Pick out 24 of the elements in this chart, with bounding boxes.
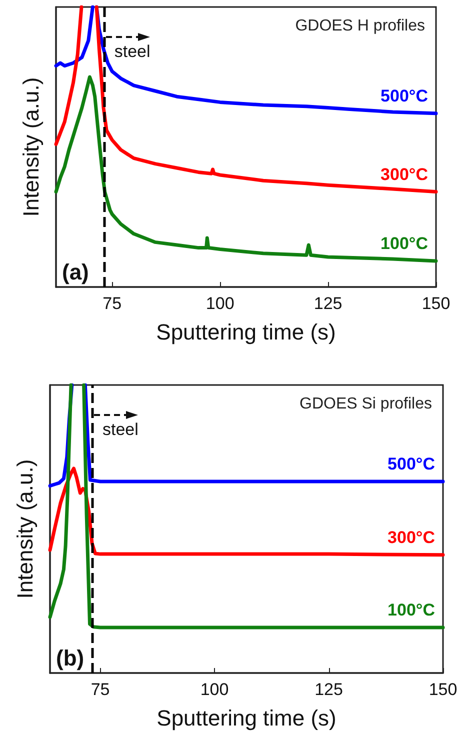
annotation: (b) bbox=[56, 646, 84, 670]
y-axis-title: Intensity (a.u.) bbox=[12, 459, 38, 599]
x-tick-label: 125 bbox=[314, 680, 343, 699]
y-axis-title: Intensity (a.u.) bbox=[18, 77, 44, 217]
series-label: 300°C bbox=[380, 164, 428, 184]
x-axis-title: Sputtering time (s) bbox=[156, 320, 336, 344]
x-tick-label: 150 bbox=[428, 680, 458, 699]
x-axis-title: Sputtering time (s) bbox=[156, 706, 336, 730]
x-tick-label: 150 bbox=[422, 294, 450, 313]
x-tick-label: 100 bbox=[206, 294, 234, 313]
x-tick-label: 75 bbox=[102, 294, 122, 313]
text: GDOES Si profiles bbox=[300, 396, 432, 412]
text: GDOES H profiles bbox=[295, 18, 425, 34]
series-label: 500°C bbox=[388, 454, 435, 474]
series-label: 100°C bbox=[380, 234, 428, 253]
annotation: (a) bbox=[62, 260, 89, 284]
x-tick-label: 125 bbox=[314, 294, 342, 313]
ref-line-label: steel bbox=[102, 420, 138, 439]
x-tick-label: 75 bbox=[90, 680, 110, 699]
series-label: 300°C bbox=[388, 528, 435, 547]
ref-line-label: steel bbox=[114, 42, 150, 61]
series-label: 500°C bbox=[380, 86, 428, 106]
x-tick-label: 100 bbox=[200, 680, 229, 699]
series-label: 100°C bbox=[388, 600, 435, 620]
